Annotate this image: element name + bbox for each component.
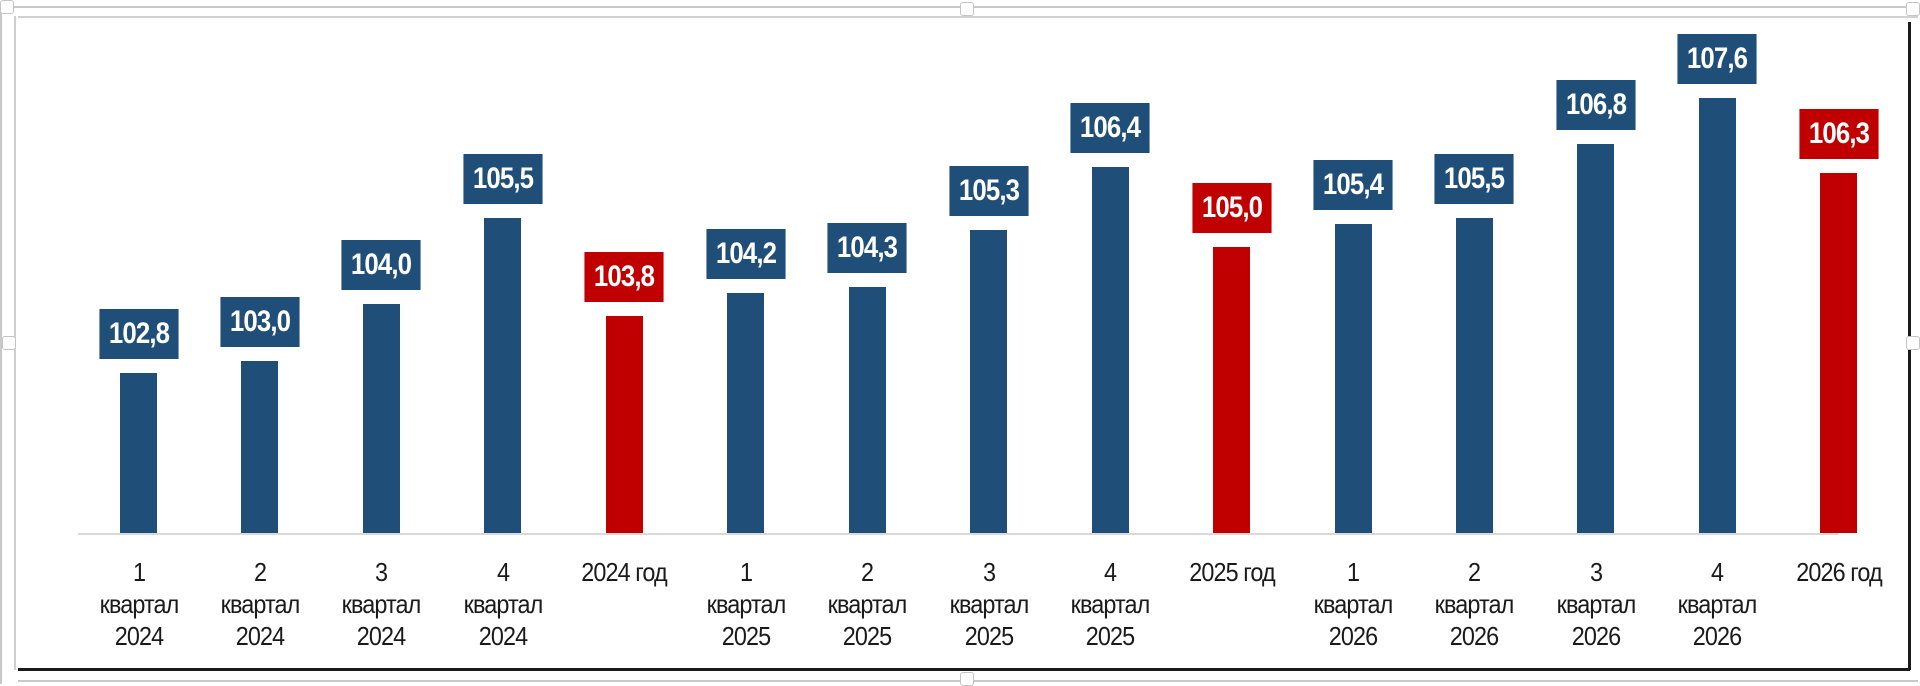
x-axis-tick-label: 3 квартал 2025 xyxy=(935,556,1043,652)
tick-label-line3: 2025 xyxy=(721,621,771,651)
x-axis-tick-label: 4 квартал 2024 xyxy=(449,556,557,652)
data-label: 102,8 xyxy=(98,308,179,359)
data-label: 105,4 xyxy=(1313,160,1393,211)
tick-label-line3: 2026 xyxy=(1450,621,1499,651)
bar-quarter[interactable] xyxy=(1698,98,1736,533)
data-label: 104,3 xyxy=(827,223,907,274)
bar-quarter[interactable] xyxy=(848,287,886,533)
bar-year[interactable] xyxy=(1213,247,1251,533)
tick-label-line3: 2025 xyxy=(1085,621,1135,651)
x-axis-tick-label: 4 квартал 2025 xyxy=(1056,556,1164,652)
tick-label-line2: квартал xyxy=(1313,589,1394,619)
tick-label-line1: 4 xyxy=(1104,557,1117,587)
bar-quarter[interactable] xyxy=(484,218,522,533)
tick-label-line1: 4 xyxy=(1711,557,1724,587)
tick-label-line1: 1 xyxy=(1346,557,1360,587)
tick-label-line1: 3 xyxy=(375,557,388,587)
tick-label-line2: квартал xyxy=(99,589,179,619)
x-axis-tick-label: 2 квартал 2026 xyxy=(1420,556,1528,652)
x-axis-tick-label: 3 квартал 2026 xyxy=(1542,556,1650,652)
x-axis-tick-label: 2026 год xyxy=(1785,556,1893,588)
bar-quarter[interactable] xyxy=(727,292,765,533)
tick-label-line2: квартал xyxy=(220,589,301,619)
bar-year[interactable] xyxy=(1820,172,1858,533)
data-label: 106,4 xyxy=(1070,102,1150,153)
bar-quarter[interactable] xyxy=(970,229,1008,533)
data-label: 105,0 xyxy=(1191,183,1272,233)
selection-frame xyxy=(0,6,1918,684)
x-axis-tick-label: 1 квартал 2024 xyxy=(85,556,193,652)
bar-quarter[interactable] xyxy=(1577,144,1615,533)
data-label: 103,8 xyxy=(584,251,664,302)
x-axis-tick-label: 4 квартал 2026 xyxy=(1663,556,1771,652)
x-axis-tick-label: 3 квартал 2024 xyxy=(327,556,435,652)
tick-label-line3: 2025 xyxy=(964,621,1013,651)
data-label: 106,3 xyxy=(1799,108,1879,159)
tick-label-line3: 2026 xyxy=(1693,621,1742,651)
data-label: 104,2 xyxy=(706,228,786,279)
bar-quarter[interactable] xyxy=(362,304,400,533)
tick-label-line1: 1 xyxy=(132,557,145,587)
tick-label-line2: квартал xyxy=(1556,589,1637,619)
tick-label-line1: 1 xyxy=(739,557,753,587)
data-label: 105,5 xyxy=(463,154,543,205)
tick-label-line3: 2024 xyxy=(357,621,406,651)
tick-label-line3: 2024 xyxy=(114,621,163,651)
x-axis-tick-label: 1 квартал 2025 xyxy=(692,556,800,652)
resize-handle-middle-left[interactable] xyxy=(2,336,16,350)
data-label: 105,5 xyxy=(1434,154,1514,205)
tick-label-line2: квартал xyxy=(1677,589,1758,619)
data-label: 107,6 xyxy=(1677,34,1757,85)
tick-label-line1: 2 xyxy=(1468,557,1481,587)
x-axis-tick-label: 2025 год xyxy=(1178,556,1286,588)
tick-label-line2: квартал xyxy=(1070,589,1151,619)
tick-label-line1: 3 xyxy=(982,557,996,587)
data-label: 106,8 xyxy=(1556,80,1636,131)
tick-label-line2: квартал xyxy=(827,589,908,619)
tick-label-line3: 2026 xyxy=(1571,621,1621,651)
x-axis-tick-label: 1 квартал 2026 xyxy=(1299,556,1407,652)
tick-label-line2: квартал xyxy=(949,589,1029,619)
x-axis-tick-label: 2024 год xyxy=(570,556,678,588)
tick-label-line1: 4 xyxy=(496,557,510,587)
data-label: 104,0 xyxy=(341,240,421,291)
tick-label-line1: 2024 год xyxy=(581,557,668,587)
tick-label-line3: 2024 xyxy=(235,621,285,651)
bar-quarter[interactable] xyxy=(1091,166,1129,533)
resize-handle-top-center[interactable] xyxy=(960,2,974,16)
x-axis-tick-label: 2 квартал 2025 xyxy=(813,556,921,652)
bar-quarter[interactable] xyxy=(1455,218,1493,533)
tick-label-line3: 2024 xyxy=(478,621,528,651)
tick-label-line2: квартал xyxy=(463,589,543,619)
data-label: 103,0 xyxy=(220,297,300,348)
bar-quarter[interactable] xyxy=(1334,224,1372,533)
chart-border-top xyxy=(18,16,1918,18)
x-axis-line xyxy=(78,533,1838,535)
bar-quarter[interactable] xyxy=(120,372,157,533)
tick-label-line1: 2 xyxy=(861,557,874,587)
bar-year[interactable] xyxy=(605,315,643,533)
chart-border-bottom xyxy=(18,668,1910,671)
tick-label-line3: 2026 xyxy=(1328,621,1378,651)
tick-label-line3: 2025 xyxy=(842,621,892,651)
tick-label-line1: 2025 год xyxy=(1188,557,1275,587)
bar-quarter[interactable] xyxy=(241,361,279,533)
tick-label-line1: 2026 год xyxy=(1796,557,1882,587)
tick-label-line2: квартал xyxy=(342,589,422,619)
tick-label-line2: квартал xyxy=(1435,589,1515,619)
tick-label-line1: 3 xyxy=(1589,557,1603,587)
x-axis-tick-label: 2 квартал 2024 xyxy=(206,556,314,652)
tick-label-line2: квартал xyxy=(706,589,786,619)
data-label: 105,3 xyxy=(949,165,1029,216)
tick-label-line1: 2 xyxy=(253,557,267,587)
resize-handle-top-left[interactable] xyxy=(0,0,14,14)
